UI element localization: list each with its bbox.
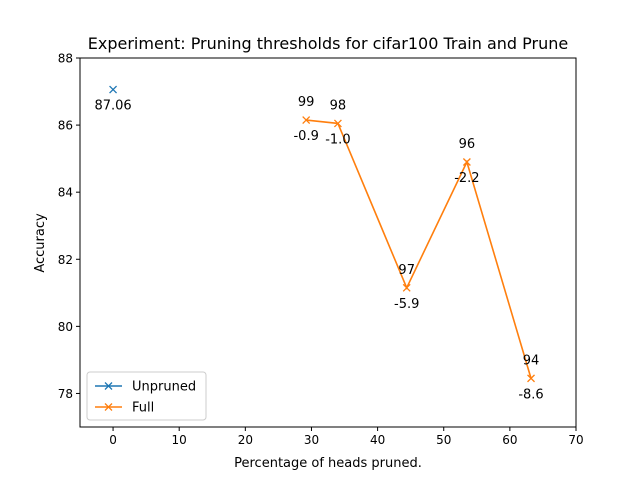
data-point-full — [402, 283, 411, 292]
y-tick-label: 84 — [58, 186, 73, 200]
data-label: -8.6 — [518, 387, 543, 402]
x-tick-label: 70 — [568, 433, 583, 447]
data-label: -0.9 — [293, 129, 318, 144]
x-axis: 0 10 20 30 40 50 60 70 — [109, 427, 584, 447]
y-tick-label: 88 — [58, 52, 73, 66]
plot-area: 87.06 99 -0.9 98 -1.0 97 -5.9 96 -2.2 94 -8.6 — [79, 57, 577, 428]
data-label: 97 — [398, 263, 415, 278]
x-tick-label: 60 — [502, 433, 517, 447]
data-label: 98 — [330, 98, 347, 113]
legend-marker-unpruned — [104, 382, 113, 390]
data-label: -2.2 — [454, 171, 479, 186]
y-tick-label: 86 — [58, 119, 73, 133]
data-point-full — [462, 158, 471, 166]
data-point-full — [302, 116, 311, 125]
legend: Unpruned Full — [86, 371, 207, 421]
y-tick-label: 78 — [58, 387, 73, 401]
y-axis-label: Accuracy — [33, 213, 48, 273]
legend-label-full: Full — [132, 401, 154, 416]
data-label: -5.9 — [394, 297, 419, 312]
data-point-full — [527, 374, 535, 383]
y-tick-label: 80 — [58, 320, 73, 334]
plot-frame — [79, 57, 577, 428]
x-tick-label: 10 — [172, 433, 187, 447]
data-label: 87.06 — [94, 99, 131, 114]
x-tick-label: 40 — [370, 433, 385, 447]
data-point-full — [333, 119, 342, 128]
data-label: -1.0 — [325, 132, 350, 147]
x-tick-label: 20 — [238, 433, 253, 447]
data-label: 94 — [523, 353, 540, 368]
series-layer — [109, 85, 535, 383]
data-labels: 87.06 99 -0.9 98 -1.0 97 -5.9 96 -2.2 94 -8.6 — [94, 95, 543, 402]
legend-marker-full — [104, 403, 113, 411]
chart-title: Experiment: Pruning thresholds for cifar… — [88, 34, 568, 53]
x-axis-label: Percentage of heads pruned. — [234, 456, 422, 471]
data-label: 96 — [459, 137, 476, 152]
y-tick-label: 82 — [58, 253, 73, 267]
x-tick-label: 30 — [304, 433, 319, 447]
y-axis: 78 80 82 84 86 88 — [58, 52, 80, 401]
x-tick-label: 0 — [109, 433, 117, 447]
x-tick-label: 50 — [436, 433, 451, 447]
data-point-unpruned — [109, 85, 118, 94]
data-label: 99 — [298, 95, 315, 110]
legend-box — [86, 371, 207, 421]
legend-label-unpruned: Unpruned — [132, 380, 196, 395]
